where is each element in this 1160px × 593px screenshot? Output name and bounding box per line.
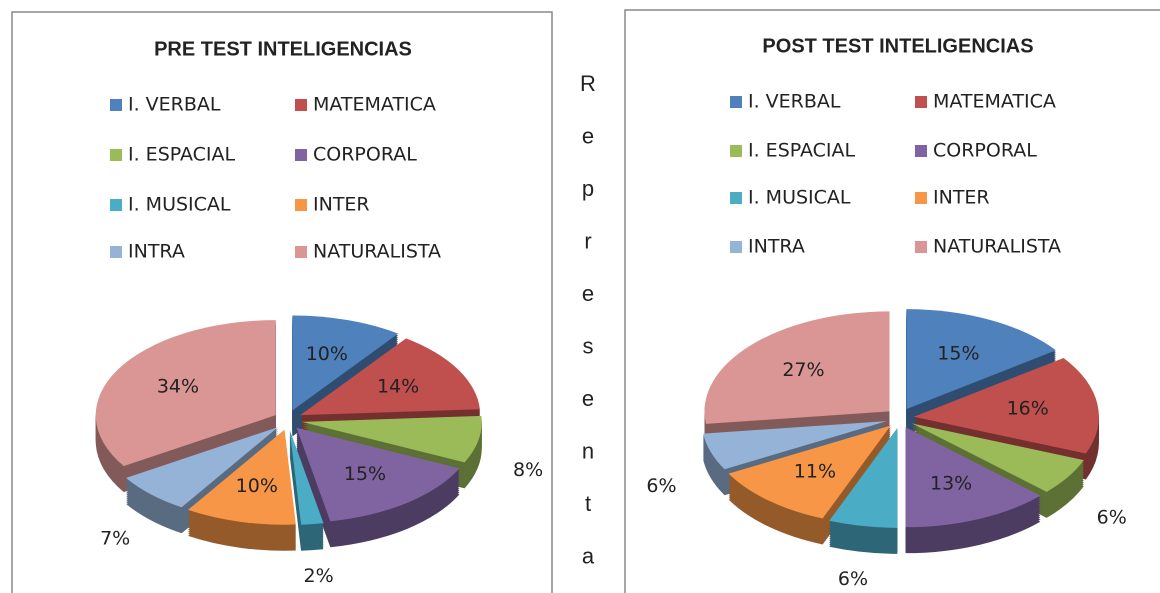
pie-slice: [301, 415, 482, 463]
legend-swatch: [730, 241, 742, 253]
legend-label: INTER: [313, 194, 370, 216]
side-text: r: [584, 228, 591, 253]
value-label: 14%: [377, 375, 419, 397]
legend-label: MATEMATICA: [313, 94, 436, 116]
pie-slice: [300, 338, 480, 416]
pie-slice: [913, 357, 1099, 454]
legend-label: I. MUSICAL: [128, 194, 231, 216]
chart-title: PRE TEST INTELIGENCIAS: [154, 38, 412, 60]
legend-swatch: [110, 149, 122, 161]
legend-label: I. VERBAL: [128, 94, 221, 116]
side-text: t: [585, 491, 591, 516]
legend-label: I. VERBAL: [748, 91, 841, 113]
legend-label: NATURALISTA: [313, 241, 441, 263]
side-text: e: [582, 123, 594, 148]
value-label: 16%: [1007, 397, 1049, 419]
legend-label: MATEMATICA: [933, 91, 1056, 113]
legend-swatch: [295, 246, 307, 258]
side-text: e: [582, 281, 594, 306]
pie-slice: [911, 423, 1084, 492]
side-text: s: [583, 333, 594, 358]
legend-label: I. ESPACIAL: [128, 144, 236, 166]
legend-label: INTRA: [748, 236, 805, 258]
pie-slice: [126, 427, 279, 508]
pie-slice: [296, 427, 460, 522]
pie-slice: [292, 315, 399, 411]
value-label: 10%: [306, 343, 348, 365]
value-label: 13%: [930, 473, 972, 495]
pie-slice: [905, 427, 1041, 528]
value-label: 2%: [304, 565, 334, 587]
value-label: 6%: [1097, 506, 1127, 528]
value-label: 7%: [100, 528, 130, 550]
legend-label: CORPORAL: [313, 144, 417, 166]
legend-swatch: [915, 96, 927, 108]
pie-slice: [704, 311, 890, 424]
value-label: 10%: [236, 475, 278, 497]
side-text: p: [582, 176, 594, 201]
side-text: e: [582, 386, 594, 411]
pie-slice: [95, 320, 276, 467]
pie-slice: [703, 421, 887, 470]
legend-swatch: [295, 149, 307, 161]
pie-slice: [188, 429, 296, 525]
legend-label: NATURALISTA: [933, 236, 1061, 258]
legend-swatch: [110, 99, 122, 111]
legend-swatch: [915, 145, 927, 157]
value-label: 11%: [794, 461, 836, 483]
legend-swatch: [295, 199, 307, 211]
side-text: R: [580, 71, 596, 96]
value-label: 6%: [646, 475, 676, 497]
value-label: 15%: [937, 342, 979, 364]
legend-label: INTER: [933, 187, 990, 209]
value-label: 15%: [344, 463, 386, 485]
side-text: a: [582, 543, 595, 568]
legend-swatch: [730, 96, 742, 108]
side-text: n: [582, 438, 594, 463]
value-label: 6%: [838, 568, 868, 590]
legend-swatch: [730, 192, 742, 204]
legend-swatch: [295, 99, 307, 111]
legend-swatch: [110, 199, 122, 211]
value-label: 27%: [782, 359, 824, 381]
value-label: 8%: [513, 459, 543, 481]
pie-slice: [289, 429, 324, 525]
legend-swatch: [110, 246, 122, 258]
legend-swatch: [915, 241, 927, 253]
legend-swatch: [915, 192, 927, 204]
pie-slice: [829, 427, 898, 528]
legend-label: CORPORAL: [933, 140, 1037, 162]
legend-swatch: [730, 145, 742, 157]
chart-title: POST TEST INTELIGENCIAS: [762, 35, 1033, 57]
pie-slice: [728, 425, 891, 519]
pie-slice: [906, 309, 1057, 410]
legend-label: I. ESPACIAL: [748, 140, 856, 162]
legend-label: I. MUSICAL: [748, 187, 851, 209]
value-label: 34%: [157, 375, 199, 397]
legend-label: INTRA: [128, 241, 185, 263]
